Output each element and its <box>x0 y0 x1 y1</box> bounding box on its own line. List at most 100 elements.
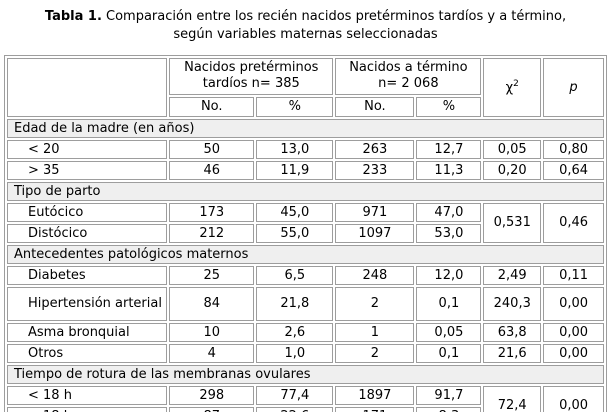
row-label: ≥ 18 h <box>7 406 168 412</box>
cell-no-preterm: 50 <box>169 139 255 159</box>
col-header-chi2: χ2 <box>483 58 542 117</box>
cell-pct-term: 47,0 <box>416 202 482 222</box>
col-group-term: Nacidos a término n= 2 068 <box>335 58 482 95</box>
cell-pct-preterm: 45,0 <box>256 202 334 222</box>
cell-no-preterm: 10 <box>169 322 255 342</box>
cell-pct-preterm: 21,8 <box>256 286 334 321</box>
row-label: < 20 <box>7 139 168 159</box>
cell-chi2-merged: 0,531 <box>483 202 542 243</box>
cell-pct-preterm: 22,6 <box>256 406 334 412</box>
section-label: Edad de la madre (en años) <box>7 118 604 138</box>
cell-pct-term: 0,05 <box>416 322 482 342</box>
cell-pct-term: 12,0 <box>416 265 482 285</box>
cell-no-term: 1897 <box>335 385 415 405</box>
cell-pct-preterm: 13,0 <box>256 139 334 159</box>
row-label: Hipertensión arterial <box>7 286 168 321</box>
section-row-edad: Edad de la madre (en años) <box>7 118 604 138</box>
table-row: Hipertensión arterial 84 21,8 2 0,1 240,… <box>7 286 604 321</box>
cell-chi2: 2,49 <box>483 265 542 285</box>
cell-no-term: 248 <box>335 265 415 285</box>
row-label: < 18 h <box>7 385 168 405</box>
table-row: < 18 h 298 77,4 1897 91,7 72,4 0,00 <box>7 385 604 412</box>
cell-no-term: 1097 <box>335 223 415 243</box>
cell-chi2: 21,6 <box>483 343 542 363</box>
cell-p: 0,00 <box>543 343 604 363</box>
col-header-pct-term: % <box>416 96 482 117</box>
cell-no-preterm: 4 <box>169 343 255 363</box>
col-group-preterm: Nacidos pretérminos tardíos n= 385 <box>169 58 334 95</box>
cell-pct-preterm: 77,4 <box>256 385 334 405</box>
cell-chi2: 240,3 <box>483 286 542 321</box>
cell-chi2: 63,8 <box>483 322 542 342</box>
row-label: Otros <box>7 343 168 363</box>
table-row: ≥ 18 h 87 22,6 171 8,3 <box>7 406 604 412</box>
cell-p: 0,11 <box>543 265 604 285</box>
cell-pct-preterm: 1,0 <box>256 343 334 363</box>
cell-no-term: 233 <box>335 160 415 180</box>
table-caption: Tabla 1. Comparación entre los recién na… <box>0 0 611 43</box>
cell-no-preterm: 298 <box>169 385 255 405</box>
cell-pct-term: 12,7 <box>416 139 482 159</box>
cell-pct-preterm: 55,0 <box>256 223 334 243</box>
cell-no-term: 2 <box>335 343 415 363</box>
row-label: Diabetes <box>7 265 168 285</box>
cell-pct-term: 0,1 <box>416 343 482 363</box>
cell-no-term: 1 <box>335 322 415 342</box>
cell-no-preterm: 87 <box>169 406 255 412</box>
row-label: Asma bronquial <box>7 322 168 342</box>
header-row-sub: No. % No. % <box>7 96 604 117</box>
table-row: Distócico 212 55,0 1097 53,0 <box>7 223 604 243</box>
col-header-pct-preterm: % <box>256 96 334 117</box>
table-row: Eutócico 173 45,0 971 47,0 0,531 0,46 <box>7 202 604 243</box>
cell-p-merged: 0,46 <box>543 202 604 243</box>
table-row: Asma bronquial 10 2,6 1 0,05 63,8 0,00 <box>7 322 604 342</box>
cell-no-term: 971 <box>335 202 415 222</box>
cell-no-preterm: 84 <box>169 286 255 321</box>
row-label: Distócico <box>7 223 168 243</box>
cell-p-merged: 0,00 <box>543 385 604 412</box>
table-row: < 20 50 13,0 263 12,7 0,05 0,80 <box>7 139 604 159</box>
cell-p: 0,00 <box>543 322 604 342</box>
table-caption-number: Tabla 1. <box>44 9 102 24</box>
section-label: Antecedentes patológicos maternos <box>7 244 604 264</box>
cell-chi2: 0,05 <box>483 139 542 159</box>
cell-pct-term: 8,3 <box>416 406 482 412</box>
cell-pct-term: 0,1 <box>416 286 482 321</box>
chi-symbol: χ <box>505 80 514 96</box>
col-header-p: p <box>543 58 604 117</box>
cell-no-preterm: 173 <box>169 202 255 222</box>
col-header-no-preterm: No. <box>169 96 255 117</box>
section-row-rotura: Tiempo de rotura de las membranas ovular… <box>7 364 604 384</box>
cell-p: 0,00 <box>543 286 604 321</box>
cell-no-preterm: 212 <box>169 223 255 243</box>
cell-p: 0,80 <box>543 139 604 159</box>
header-row-groups: Nacidos pretérminos tardíos n= 385 Nacid… <box>7 58 604 117</box>
table-row: > 35 46 11,9 233 11,3 0,20 0,64 <box>7 160 604 180</box>
chi-exponent: 2 <box>513 79 519 90</box>
cell-pct-preterm: 6,5 <box>256 265 334 285</box>
row-label: Eutócico <box>7 202 168 222</box>
section-label: Tiempo de rotura de las membranas ovular… <box>7 364 604 384</box>
table-caption-line2: según variables maternas seleccionadas <box>173 26 438 42</box>
table-caption-text: Comparación entre los recién nacidos pre… <box>101 9 567 24</box>
cell-pct-term: 91,7 <box>416 385 482 405</box>
cell-pct-preterm: 11,9 <box>256 160 334 180</box>
section-row-antecedentes: Antecedentes patológicos maternos <box>7 244 604 264</box>
cell-pct-preterm: 2,6 <box>256 322 334 342</box>
table-row: Otros 4 1,0 2 0,1 21,6 0,00 <box>7 343 604 363</box>
cell-pct-term: 53,0 <box>416 223 482 243</box>
row-label: > 35 <box>7 160 168 180</box>
section-label: Tipo de parto <box>7 181 604 201</box>
comparison-table: Nacidos pretérminos tardíos n= 385 Nacid… <box>4 55 607 412</box>
cell-no-term: 263 <box>335 139 415 159</box>
cell-chi2-merged: 72,4 <box>483 385 542 412</box>
cell-no-term: 171 <box>335 406 415 412</box>
section-row-parto: Tipo de parto <box>7 181 604 201</box>
corner-cell <box>7 58 168 117</box>
col-header-no-term: No. <box>335 96 415 117</box>
table-row: Diabetes 25 6,5 248 12,0 2,49 0,11 <box>7 265 604 285</box>
cell-pct-term: 11,3 <box>416 160 482 180</box>
cell-no-term: 2 <box>335 286 415 321</box>
cell-chi2: 0,20 <box>483 160 542 180</box>
